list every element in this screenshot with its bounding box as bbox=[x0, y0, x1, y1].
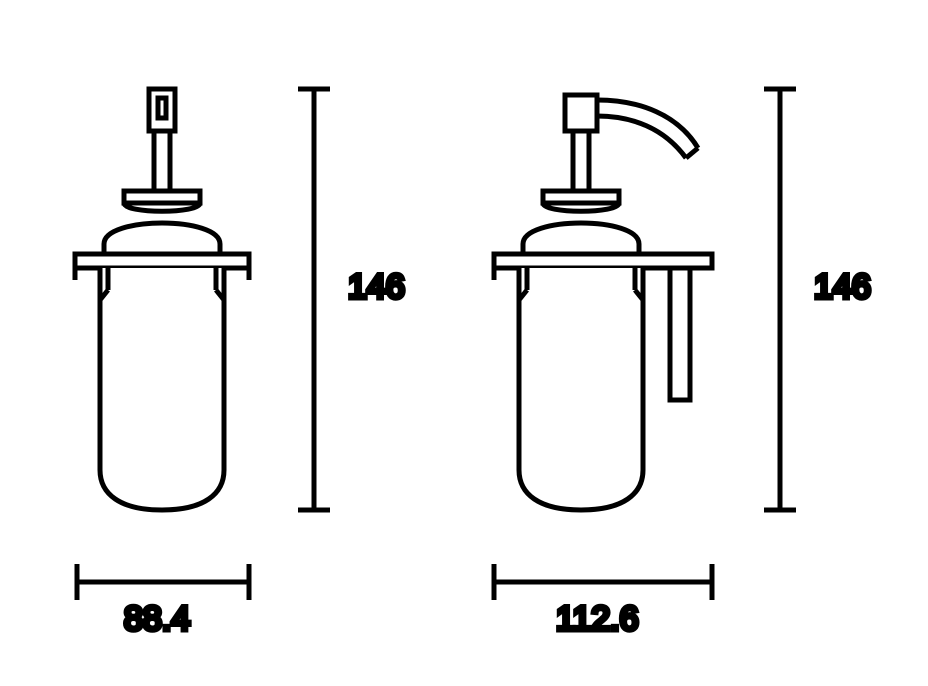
dimension-drawing: 146 88.4 bbox=[0, 0, 928, 686]
side-height-value: 146 bbox=[814, 268, 871, 306]
front-width-dimension bbox=[77, 564, 249, 600]
front-width-value: 88.4 bbox=[124, 600, 190, 638]
side-width-value: 112.6 bbox=[556, 600, 639, 638]
front-view bbox=[75, 89, 249, 510]
side-height-dimension bbox=[764, 89, 796, 510]
front-height-value: 146 bbox=[348, 268, 405, 306]
front-height-dimension bbox=[298, 89, 330, 510]
side-view bbox=[494, 95, 712, 510]
side-width-dimension bbox=[494, 564, 712, 600]
